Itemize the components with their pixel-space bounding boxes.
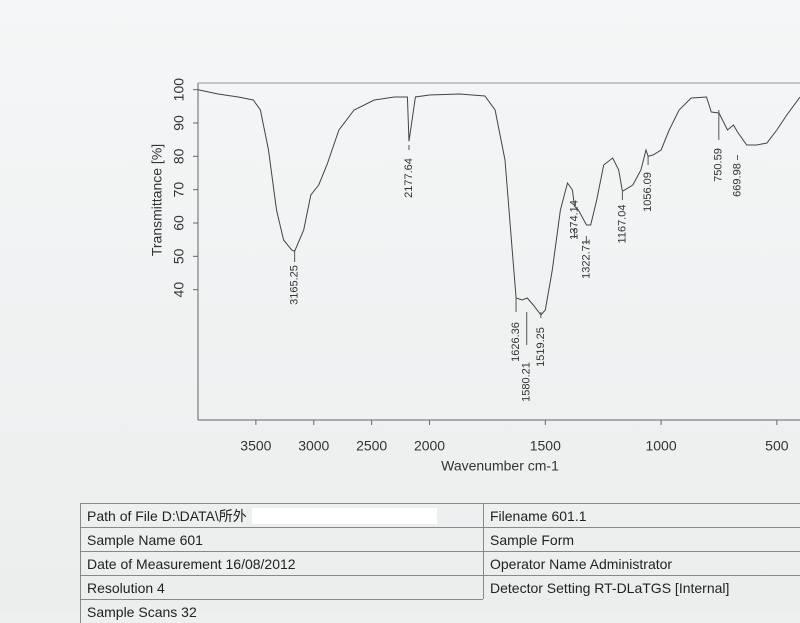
x-tick-label: 1000 — [645, 438, 676, 454]
chart: Wavenumber cm-1 Transmittance [%] 3500 30… — [149, 78, 800, 474]
y-tick-label: 40 — [171, 282, 187, 298]
peak-label: 1626.36 — [510, 322, 522, 362]
peak-label: 1519.25 — [535, 327, 547, 367]
y-tick-label: 100 — [171, 78, 187, 102]
x-axis-title: Wavenumber cm-1 — [441, 458, 559, 474]
table-cell: Sample Scans 32 — [80, 599, 483, 623]
x-tick-label: 1500 — [530, 438, 561, 454]
peak-label: 1056.09 — [642, 172, 654, 212]
x-tick-label: 3500 — [240, 438, 271, 454]
table-cell: Resolution 4 — [80, 575, 483, 599]
y-tick-label: 70 — [171, 182, 187, 198]
table-cell: Sample Name 601 — [80, 527, 483, 551]
x-tick-label: 2500 — [356, 438, 387, 454]
peak-label: 1580.21 — [521, 362, 533, 402]
table-cell: Date of Measurement 16/08/2012 — [80, 551, 483, 575]
peak-label: 1322.71 — [580, 239, 592, 279]
peak-label: 1167.04 — [616, 205, 628, 244]
table-cell: Operator Name Administrator — [483, 551, 800, 575]
table-cell: Sample Form — [483, 527, 800, 551]
peak-label: 2177.64 — [403, 158, 415, 198]
x-tick-label: 2000 — [414, 438, 445, 454]
y-tick-label: 50 — [171, 248, 187, 264]
peak-label: 750.59 — [713, 148, 725, 182]
y-axis-title: Transmittance [%] — [149, 144, 165, 256]
peak-label: 1374.14 — [568, 200, 580, 240]
table-cell: Filename 601.1 — [483, 503, 800, 527]
y-tick-label: 60 — [171, 215, 187, 231]
x-tick-label: 500 — [765, 438, 789, 454]
peak-label: 3165.25 — [289, 265, 301, 305]
y-tick-label: 90 — [171, 115, 187, 131]
redaction — [252, 508, 437, 524]
y-tick-label: 80 — [171, 148, 187, 164]
x-tick-label: 3000 — [298, 438, 329, 454]
table-cell: Path of File D:\DATA\所外 — [80, 503, 483, 527]
spectrum-line — [197, 89, 800, 316]
peak-label: 669.98 — [731, 163, 743, 197]
table-cell: Detector Setting RT-DLaTGS [Internal] — [483, 575, 800, 599]
